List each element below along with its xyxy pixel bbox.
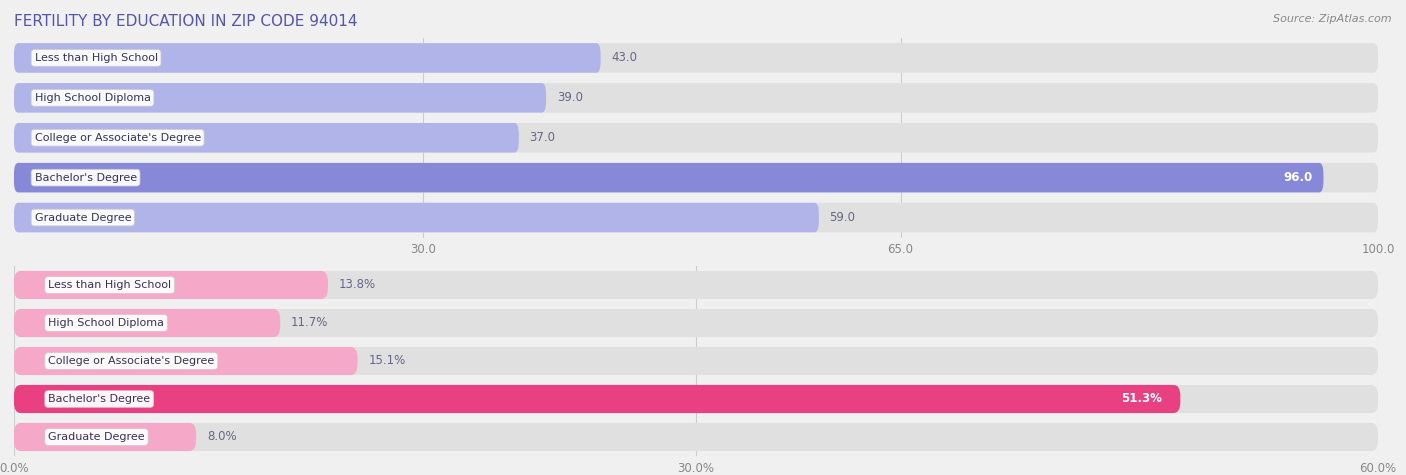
Text: 8.0%: 8.0% bbox=[207, 430, 236, 444]
Text: 43.0: 43.0 bbox=[612, 51, 637, 65]
Text: 59.0: 59.0 bbox=[830, 211, 856, 224]
Text: College or Associate's Degree: College or Associate's Degree bbox=[35, 133, 201, 143]
FancyBboxPatch shape bbox=[14, 203, 818, 232]
FancyBboxPatch shape bbox=[14, 123, 519, 152]
FancyBboxPatch shape bbox=[14, 271, 328, 299]
Text: 11.7%: 11.7% bbox=[291, 316, 328, 330]
FancyBboxPatch shape bbox=[14, 309, 1378, 337]
Text: Less than High School: Less than High School bbox=[35, 53, 157, 63]
Text: 37.0: 37.0 bbox=[530, 131, 555, 144]
FancyBboxPatch shape bbox=[14, 423, 195, 451]
Text: Bachelor's Degree: Bachelor's Degree bbox=[35, 172, 136, 183]
Text: 39.0: 39.0 bbox=[557, 91, 583, 104]
FancyBboxPatch shape bbox=[14, 309, 280, 337]
Text: College or Associate's Degree: College or Associate's Degree bbox=[48, 356, 214, 366]
Text: 15.1%: 15.1% bbox=[368, 354, 405, 368]
Text: FERTILITY BY EDUCATION IN ZIP CODE 94014: FERTILITY BY EDUCATION IN ZIP CODE 94014 bbox=[14, 14, 357, 29]
Text: High School Diploma: High School Diploma bbox=[48, 318, 165, 328]
FancyBboxPatch shape bbox=[14, 423, 1378, 451]
FancyBboxPatch shape bbox=[14, 163, 1378, 192]
Text: Less than High School: Less than High School bbox=[48, 280, 172, 290]
FancyBboxPatch shape bbox=[14, 385, 1378, 413]
Text: Bachelor's Degree: Bachelor's Degree bbox=[48, 394, 150, 404]
Text: Source: ZipAtlas.com: Source: ZipAtlas.com bbox=[1274, 14, 1392, 24]
FancyBboxPatch shape bbox=[14, 347, 1378, 375]
Text: 51.3%: 51.3% bbox=[1121, 392, 1161, 406]
FancyBboxPatch shape bbox=[14, 43, 1378, 73]
Text: 13.8%: 13.8% bbox=[339, 278, 375, 292]
FancyBboxPatch shape bbox=[14, 123, 1378, 152]
Text: Graduate Degree: Graduate Degree bbox=[48, 432, 145, 442]
Text: Graduate Degree: Graduate Degree bbox=[35, 212, 131, 223]
FancyBboxPatch shape bbox=[14, 385, 1181, 413]
Text: 96.0: 96.0 bbox=[1284, 171, 1312, 184]
FancyBboxPatch shape bbox=[14, 203, 1378, 232]
FancyBboxPatch shape bbox=[14, 347, 357, 375]
FancyBboxPatch shape bbox=[14, 271, 1378, 299]
FancyBboxPatch shape bbox=[14, 163, 1323, 192]
Text: High School Diploma: High School Diploma bbox=[35, 93, 150, 103]
FancyBboxPatch shape bbox=[14, 83, 1378, 113]
FancyBboxPatch shape bbox=[14, 43, 600, 73]
FancyBboxPatch shape bbox=[14, 83, 546, 113]
